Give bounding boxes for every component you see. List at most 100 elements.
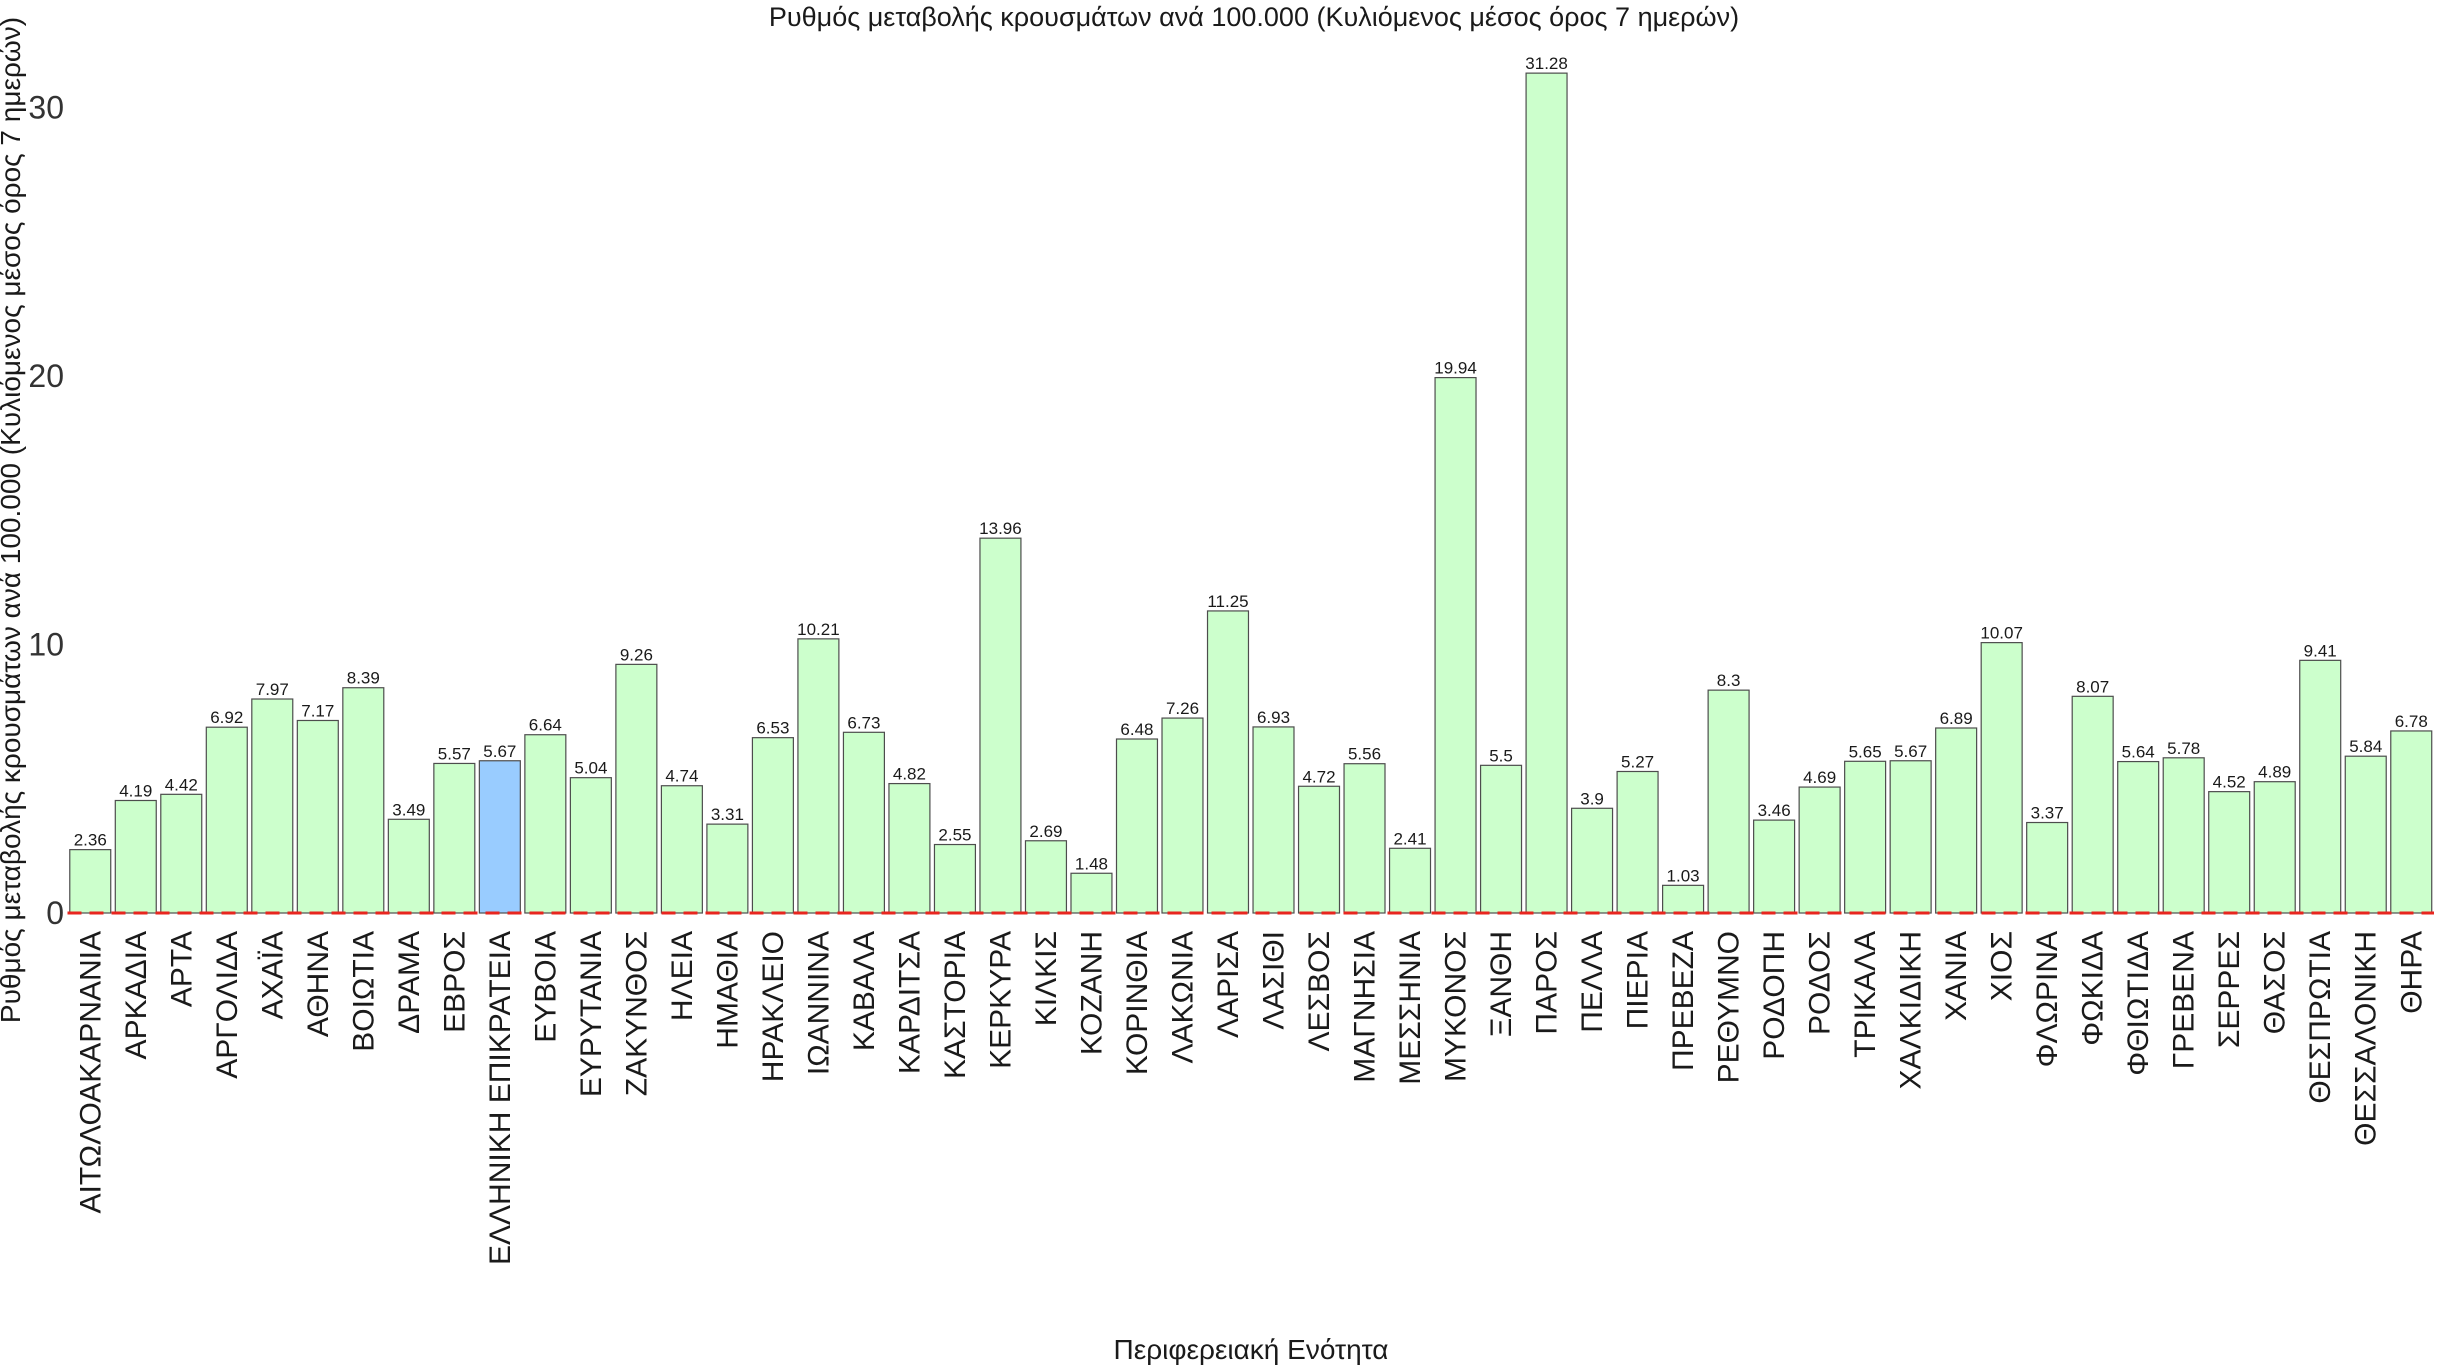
x-tick-label: ΧΙΟΣ — [1986, 931, 2019, 1001]
x-tick-label: ΘΕΣΣΑΛΟΝΙΚΗ — [2350, 931, 2383, 1146]
bar-value-label: 1.03 — [1667, 866, 1700, 885]
bar — [1935, 727, 1978, 914]
bar — [1024, 840, 1068, 914]
bar-value-label: 3.37 — [2031, 804, 2064, 823]
bar-value-label: 19.94 — [1434, 359, 1477, 378]
x-tick-label: ΞΑΝΘΗ — [1485, 931, 1518, 1037]
bar-value-label: 6.92 — [210, 708, 243, 727]
x-tick-label: ΓΡΕΒΕΝΑ — [2168, 931, 2201, 1069]
bar-value-label: 2.69 — [1029, 822, 1062, 841]
x-tick-label: ΚΑΣΤΟΡΙΑ — [939, 931, 972, 1079]
x-tick-label: ΕΥΡΥΤΑΝΙΑ — [575, 931, 608, 1097]
bar — [1525, 72, 1568, 914]
x-tick-label: ΠΡΕΒΕΖΑ — [1667, 931, 1700, 1071]
x-tick-label: ΡΕΘΥΜΝΟ — [1713, 931, 1746, 1083]
x-tick-label: ΕΒΡΟΣ — [438, 931, 471, 1033]
bar-value-label: 6.73 — [847, 713, 880, 732]
y-tick-label: 30 — [28, 90, 64, 126]
x-tick-label: ΚΙΛΚΙΣ — [1030, 931, 1063, 1026]
x-tick-label: ΚΑΒΑΛΑ — [848, 931, 881, 1051]
bar-value-label: 3.49 — [392, 800, 425, 819]
x-tick-label: ΜΥΚΟΝΟΣ — [1440, 931, 1473, 1082]
x-tick-label: ΚΕΡΚΥΡΑ — [984, 931, 1017, 1069]
bar-value-label: 6.53 — [756, 719, 789, 738]
x-tick-label: ΠΙΕΡΙΑ — [1622, 931, 1655, 1029]
bar-value-label: 3.31 — [711, 805, 744, 824]
bar-value-label: 5.5 — [1489, 746, 1513, 765]
bar — [2162, 757, 2205, 914]
bar-value-label: 13.96 — [979, 519, 1022, 538]
bar-value-label: 5.56 — [1348, 745, 1381, 764]
bar — [2117, 760, 2160, 914]
bar — [1980, 642, 2023, 914]
x-tick-label: ΑΡΤΑ — [165, 931, 198, 1007]
bar — [1343, 763, 1386, 914]
x-tick-label: ΛΕΣΒΟΣ — [1303, 931, 1336, 1051]
x-tick-label: ΘΑΣΟΣ — [2259, 931, 2292, 1034]
bar — [569, 777, 612, 914]
bar-value-label: 10.07 — [1980, 624, 2023, 643]
bar-value-label: 2.36 — [74, 831, 107, 850]
bar — [1161, 717, 1204, 914]
x-tick-label: ΑΘΗΝΑ — [302, 931, 335, 1037]
bar-value-label: 6.48 — [1120, 720, 1153, 739]
bar-value-label: 31.28 — [1525, 54, 1568, 73]
bar-value-label: 6.93 — [1257, 708, 1290, 727]
bar — [1844, 760, 1887, 914]
bar — [1388, 847, 1432, 914]
x-tick-label: ΑΙΤΩΛΟΑΚΑΡΝΑΝΙΑ — [74, 931, 107, 1213]
x-tick-label: ΙΩΑΝΝΙΝΑ — [802, 931, 835, 1075]
bar-value-label: 5.27 — [1621, 753, 1654, 772]
x-tick-label: ΖΑΚΥΝΘΟΣ — [620, 931, 653, 1096]
bar — [387, 818, 430, 914]
bar-value-label: 9.26 — [620, 645, 653, 664]
bar-value-label: 5.04 — [574, 759, 607, 778]
bar-value-label: 4.42 — [165, 775, 198, 794]
x-tick-label: ΜΑΓΝΗΣΙΑ — [1349, 931, 1382, 1083]
bar — [69, 849, 112, 914]
bar-value-label: 8.39 — [347, 669, 380, 688]
chart-title: Ρυθμός μεταβολής κρουσμάτων ανά 100.000 … — [769, 2, 1739, 32]
x-tick-label: ΛΑΡΙΣΑ — [1212, 931, 1245, 1038]
bar — [1707, 689, 1750, 914]
bar-value-label: 5.67 — [1894, 742, 1927, 761]
x-tick-label: ΧΑΝΙΑ — [1940, 931, 1973, 1021]
x-tick-label: ΠΑΡΟΣ — [1531, 931, 1564, 1035]
bar — [2071, 695, 2114, 914]
bar-value-label: 5.67 — [483, 742, 516, 761]
x-tick-label: ΘΕΣΠΡΩΤΙΑ — [2304, 931, 2337, 1104]
x-tick-label: ΘΗΡΑ — [2395, 931, 2428, 1014]
y-tick-label: 0 — [46, 895, 64, 931]
bar — [114, 799, 157, 914]
bar-value-label: 5.64 — [2122, 743, 2155, 762]
bar — [2390, 730, 2433, 914]
bar — [1206, 610, 1250, 914]
bar — [1798, 786, 1841, 914]
bar — [1297, 785, 1341, 914]
bar-value-label: 4.52 — [2213, 773, 2246, 792]
bar-value-label: 7.97 — [256, 680, 289, 699]
bar — [2253, 781, 2296, 914]
bar — [205, 726, 248, 914]
bar-value-label: 4.89 — [2258, 763, 2291, 782]
bar-value-label: 6.64 — [529, 716, 562, 735]
bar — [160, 793, 203, 914]
bar-value-label: 5.65 — [1849, 742, 1882, 761]
bar-value-label: 8.3 — [1717, 671, 1741, 690]
bar-value-label: 6.89 — [1940, 709, 1973, 728]
bar-value-label: 5.84 — [2349, 737, 2382, 756]
bar — [888, 782, 931, 914]
bar — [1479, 764, 1523, 914]
bar — [251, 698, 294, 914]
bar — [706, 823, 749, 914]
bar — [751, 737, 794, 914]
x-tick-label: ΦΩΚΙΔΑ — [2077, 931, 2110, 1046]
x-tick-label: ΗΛΕΙΑ — [666, 931, 699, 1021]
x-tick-label: ΚΑΡΔΙΤΣΑ — [893, 931, 926, 1074]
bar — [2026, 821, 2069, 914]
x-tick-label: ΗΜΑΘΙΑ — [711, 931, 744, 1049]
bar-value-label: 7.26 — [1166, 699, 1199, 718]
bar-value-label: 10.21 — [797, 620, 840, 639]
x-tick-label: ΡΟΔΟΠΗ — [1758, 931, 1791, 1060]
bar-value-label: 11.25 — [1207, 592, 1248, 611]
